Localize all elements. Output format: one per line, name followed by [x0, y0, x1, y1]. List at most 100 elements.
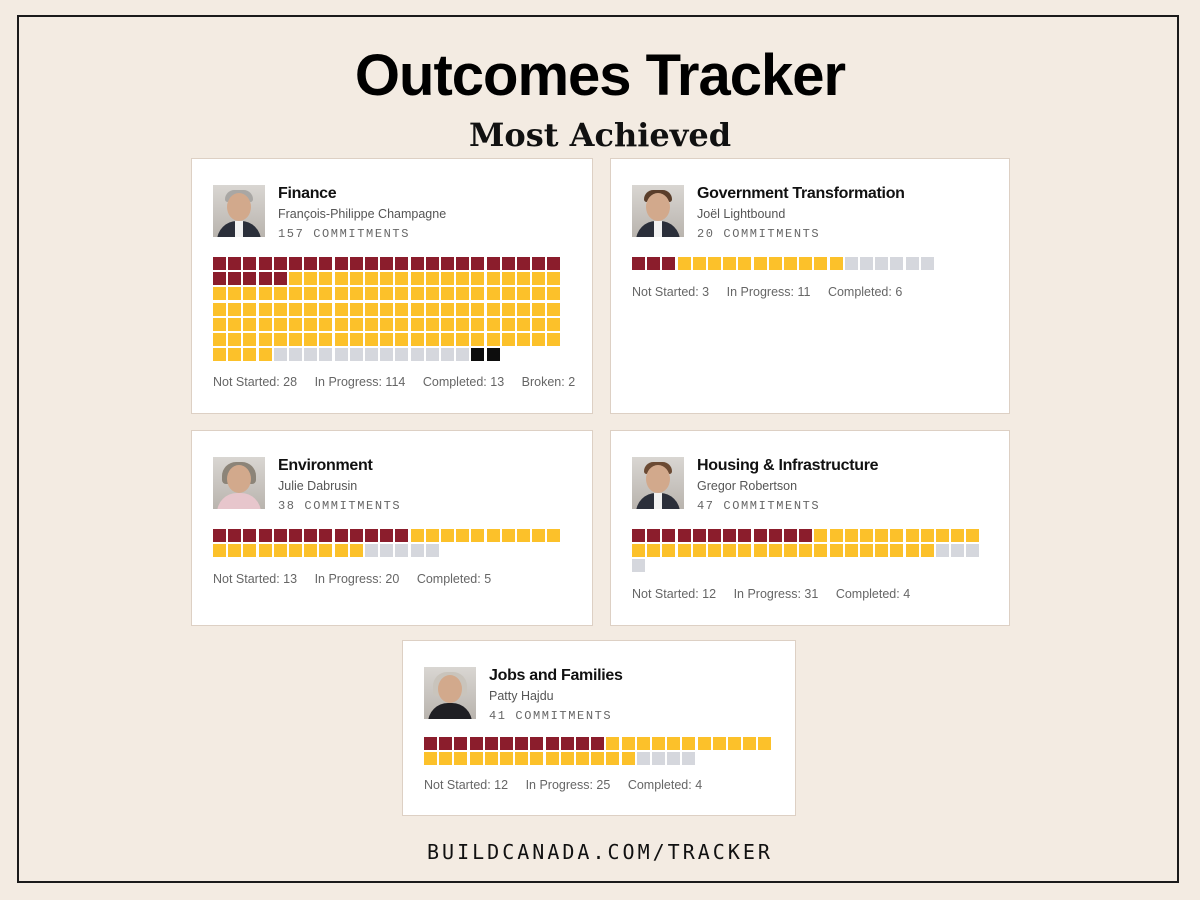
square-not-started — [213, 257, 226, 270]
square-not-started — [484, 737, 498, 750]
square-not-started — [258, 272, 272, 286]
square-in-progress — [304, 272, 318, 286]
square-not-started — [365, 257, 378, 270]
square-in-progress — [425, 317, 439, 331]
square-in-progress — [410, 333, 424, 346]
square-in-progress — [692, 544, 706, 558]
square-in-progress — [228, 317, 242, 331]
square-completed — [273, 348, 287, 362]
card-housing-infrastructure[interactable]: Housing & Infrastructure Gregor Robertso… — [610, 430, 1010, 626]
square-in-progress — [289, 317, 302, 331]
square-in-progress — [814, 544, 828, 558]
square-in-progress — [273, 333, 287, 346]
legend-not-started: Not Started: 12 — [424, 778, 509, 792]
square-completed — [289, 348, 302, 362]
square-in-progress — [471, 287, 485, 301]
square-in-progress — [632, 544, 645, 558]
commitments-count: 157 COMMITMENTS — [278, 227, 411, 241]
square-not-started — [319, 529, 333, 542]
square-in-progress — [738, 544, 752, 558]
square-in-progress — [547, 317, 561, 331]
square-not-started — [738, 529, 752, 542]
square-not-started — [258, 257, 272, 270]
square-in-progress — [365, 333, 378, 346]
square-not-started — [768, 529, 782, 542]
square-in-progress — [441, 529, 454, 542]
square-in-progress — [501, 287, 515, 301]
card-jobs-and-families[interactable]: Jobs and Families Patty Hajdu 41 COMMITM… — [402, 640, 796, 816]
square-in-progress — [258, 302, 272, 316]
square-completed — [951, 544, 965, 558]
square-in-progress — [532, 529, 546, 542]
minister-name: François-Philippe Champagne — [278, 207, 447, 221]
square-in-progress — [875, 544, 889, 558]
square-in-progress — [532, 272, 546, 286]
square-not-started — [228, 272, 242, 286]
square-in-progress — [304, 302, 318, 316]
square-in-progress — [228, 544, 242, 558]
department-name: Environment — [278, 457, 373, 474]
square-in-progress — [454, 752, 468, 766]
square-in-progress — [213, 287, 226, 301]
square-in-progress — [606, 752, 620, 766]
page-title: Outcomes Tracker — [354, 43, 846, 108]
square-in-progress — [532, 302, 546, 316]
commitments-count: 41 COMMITMENTS — [489, 709, 613, 723]
square-in-progress — [667, 737, 681, 750]
minister-name: Patty Hajdu — [489, 689, 554, 703]
square-completed — [334, 348, 348, 362]
square-in-progress — [395, 302, 409, 316]
card-government-transformation[interactable]: Government Transformation Joël Lightboun… — [610, 158, 1010, 414]
square-not-started — [424, 737, 437, 750]
square-in-progress — [273, 544, 287, 558]
square-in-progress — [471, 317, 485, 331]
square-in-progress — [243, 317, 257, 331]
square-in-progress — [441, 272, 454, 286]
square-not-started — [439, 737, 453, 750]
square-not-started — [545, 737, 559, 750]
square-in-progress — [591, 752, 605, 766]
square-in-progress — [469, 752, 483, 766]
page-frame — [17, 15, 1179, 883]
square-in-progress — [682, 737, 696, 750]
square-in-progress — [768, 257, 782, 270]
square-not-started — [289, 529, 302, 542]
card-environment[interactable]: Environment Julie Dabrusin 38 COMMITMENT… — [191, 430, 593, 626]
square-in-progress — [441, 302, 454, 316]
square-in-progress — [456, 529, 470, 542]
square-not-started — [501, 257, 515, 270]
square-in-progress — [677, 257, 691, 270]
square-in-progress — [920, 544, 934, 558]
square-in-progress — [532, 333, 546, 346]
square-in-progress — [738, 257, 752, 270]
square-in-progress — [723, 544, 737, 558]
square-in-progress — [258, 544, 272, 558]
square-in-progress — [349, 287, 363, 301]
square-in-progress — [697, 737, 711, 750]
square-in-progress — [380, 333, 394, 346]
square-completed — [365, 544, 378, 558]
square-in-progress — [304, 544, 318, 558]
square-in-progress — [425, 529, 439, 542]
square-completed — [395, 544, 409, 558]
page-subtitle: Most Achieved — [468, 116, 732, 154]
square-in-progress — [753, 544, 767, 558]
footer-url[interactable]: BUILDCANADA.COM/TRACKER — [427, 840, 773, 864]
square-in-progress — [395, 317, 409, 331]
square-in-progress — [243, 348, 257, 362]
square-not-started — [591, 737, 605, 750]
square-completed — [349, 348, 363, 362]
square-completed — [425, 544, 439, 558]
square-not-started — [486, 257, 500, 270]
square-not-started — [632, 257, 645, 270]
square-in-progress — [723, 257, 737, 270]
square-not-started — [692, 529, 706, 542]
square-in-progress — [410, 302, 424, 316]
minister-name: Gregor Robertson — [697, 479, 798, 493]
legend-not-started: Not Started: 3 — [632, 285, 710, 299]
square-in-progress — [425, 302, 439, 316]
square-in-progress — [799, 544, 813, 558]
square-completed — [425, 348, 439, 362]
card-finance[interactable]: Finance François-Philippe Champagne 157 … — [191, 158, 593, 414]
square-in-progress — [243, 302, 257, 316]
